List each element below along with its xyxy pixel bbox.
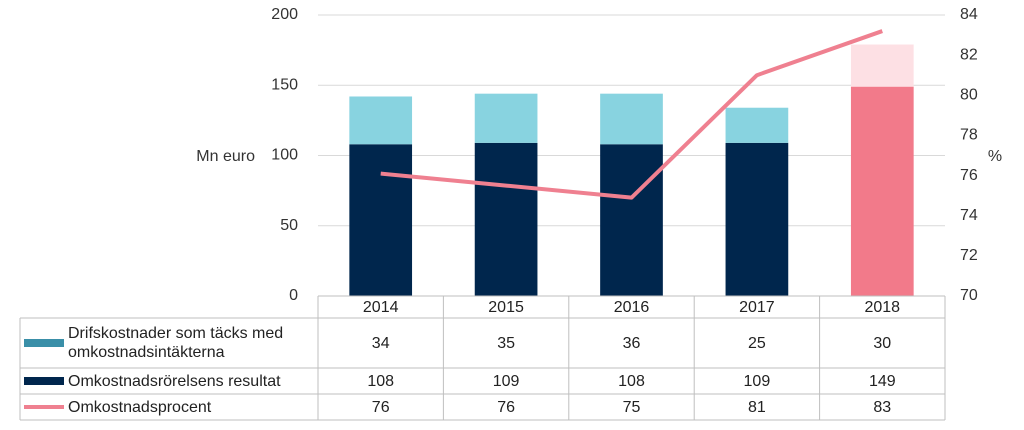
table-value: 76 xyxy=(497,398,515,416)
y2-tick-label: 76 xyxy=(960,167,978,184)
y2-tick-label: 78 xyxy=(960,127,978,144)
x-tick-label: 2018 xyxy=(864,298,901,316)
table-value: 30 xyxy=(873,334,892,352)
y2-tick-label: 84 xyxy=(960,6,978,23)
table-value: 109 xyxy=(492,372,520,390)
bar xyxy=(474,93,538,143)
bar xyxy=(600,93,663,145)
x-tick-label: 2015 xyxy=(488,298,524,316)
y2-tick-label: 80 xyxy=(960,87,978,104)
legend-swatch xyxy=(24,377,64,385)
y-tick-label: 100 xyxy=(271,147,298,164)
table-value: 108 xyxy=(367,372,395,390)
line-series xyxy=(380,29,883,200)
x-tick-label: 2014 xyxy=(362,298,399,316)
y2-tick-label: 72 xyxy=(960,247,978,264)
table-value: 108 xyxy=(618,372,645,390)
bar xyxy=(850,86,914,296)
bar xyxy=(725,142,789,296)
table-value: 81 xyxy=(747,398,766,416)
bar xyxy=(349,144,413,296)
bar xyxy=(600,144,663,296)
legend-label: Omkostnadsprocent xyxy=(68,398,212,416)
table-value: 83 xyxy=(873,398,892,416)
y-axis-label: Mn euro xyxy=(196,148,255,165)
legend-label: Omkostnadsrörelsens resultat xyxy=(68,372,281,390)
y2-tick-label: 74 xyxy=(960,207,978,224)
bar xyxy=(850,44,914,87)
bar xyxy=(349,96,413,145)
y2-axis-label: % xyxy=(988,148,1002,165)
table-value: 35 xyxy=(497,334,515,352)
bar xyxy=(474,142,538,296)
y-tick-label: 200 xyxy=(271,6,298,23)
y-tick-label: 50 xyxy=(280,217,298,234)
table-value: 34 xyxy=(371,334,390,352)
table-value: 149 xyxy=(868,372,896,390)
y-tick-label: 0 xyxy=(289,287,298,304)
legend-label: Drifskostnader som täcks med omkostnadsi… xyxy=(68,325,284,361)
y2-tick-label: 82 xyxy=(960,46,978,63)
x-tick-label: 2017 xyxy=(739,298,775,316)
table-value: 76 xyxy=(371,398,390,416)
table-value: 25 xyxy=(747,334,766,352)
bar xyxy=(725,107,789,143)
table-value: 36 xyxy=(622,334,641,352)
y-tick-label: 150 xyxy=(271,76,298,93)
y2-tick-label: 70 xyxy=(960,287,978,304)
table-value: 109 xyxy=(743,372,771,390)
x-tick-label: 2016 xyxy=(613,298,650,316)
table-value: 75 xyxy=(622,398,641,416)
legend-swatch xyxy=(24,339,64,347)
